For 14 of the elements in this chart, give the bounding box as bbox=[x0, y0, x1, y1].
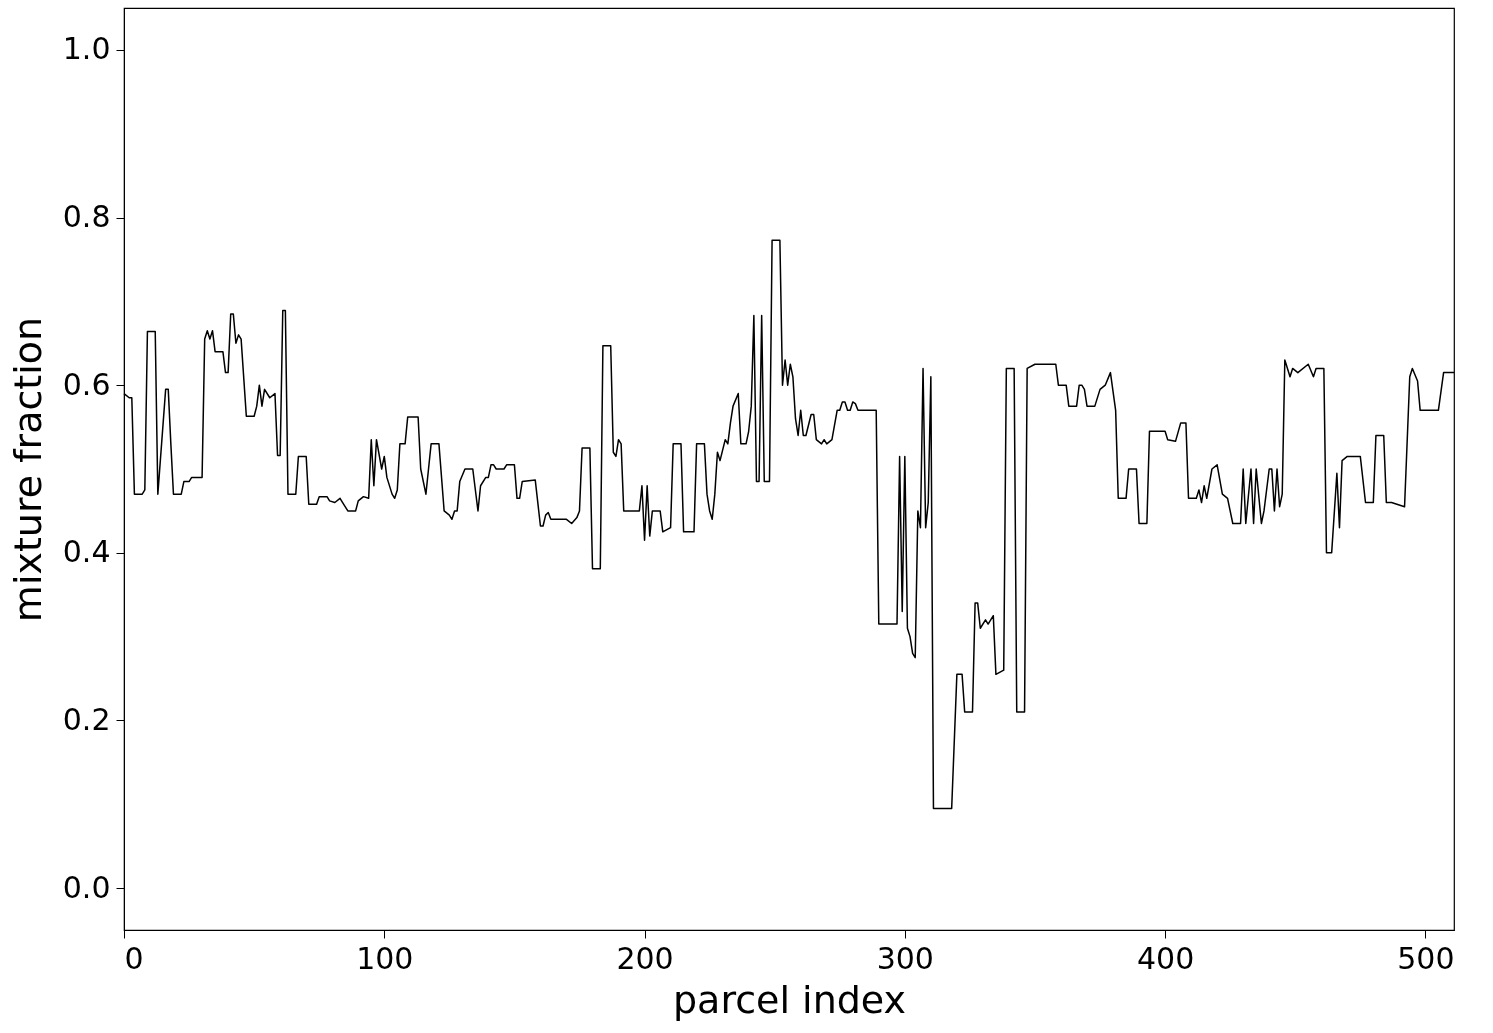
y-tick-label: 0.8 bbox=[62, 199, 111, 235]
y-tick-label: 0.6 bbox=[62, 366, 111, 402]
x-tick-label: 500 bbox=[1397, 940, 1455, 976]
x-tick-label: 200 bbox=[616, 940, 674, 976]
y-axis-title: mixture fraction bbox=[5, 316, 50, 623]
x-tick-label: 300 bbox=[876, 940, 934, 976]
y-tick-label: 1.0 bbox=[62, 31, 111, 67]
x-tick-label: 0 bbox=[124, 940, 144, 976]
y-tick-label: 0.4 bbox=[62, 534, 111, 570]
y-tick-label: 0.0 bbox=[62, 869, 111, 905]
x-tick-label: 400 bbox=[1136, 940, 1195, 976]
y-tick-label: 0.2 bbox=[62, 701, 111, 737]
x-tick-label: 100 bbox=[356, 940, 414, 976]
x-axis-title: parcel index bbox=[672, 977, 907, 1022]
